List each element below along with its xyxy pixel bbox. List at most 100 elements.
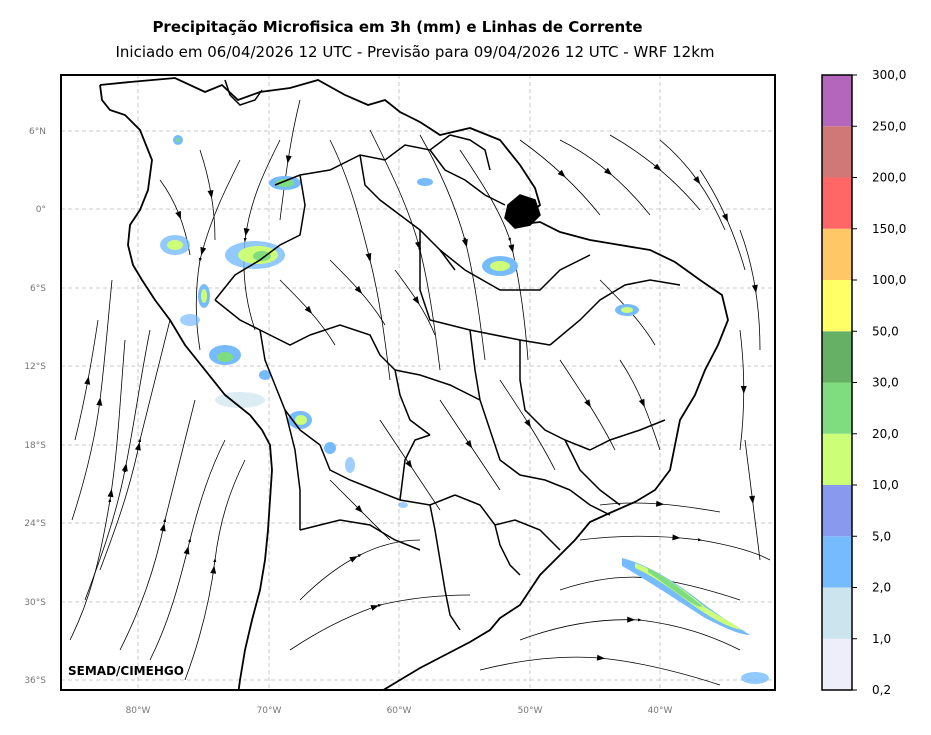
streamline-arrow [304,305,313,314]
streamline [459,149,529,361]
lon-tick-label: 70°W [257,706,282,716]
streamline-arrow [355,505,363,513]
streamline-arrow [584,399,591,408]
precip-amazon-west [160,135,312,429]
streamline [579,535,771,561]
streamline-arrow [285,155,292,164]
streamline-arrow [370,605,379,611]
colorbar-segment [822,75,852,127]
streamline [243,139,281,331]
streamline-arrow [412,296,420,305]
map-title: Precipitação Microfisica em 3h (mm) e Li… [152,18,643,36]
colorbar-segment [822,587,852,639]
streamline-arrow [656,500,665,507]
colorbar-segment [822,382,852,434]
streamline-arrow [183,546,190,555]
map-panel [61,75,775,690]
lat-tick-label: 24°S [24,519,46,529]
streamline [299,539,421,601]
streamline-arrow [134,442,141,451]
streamline-arrow [121,463,128,472]
colorbar-segment [822,280,852,332]
map-subtitle: Iniciado em 06/04/2026 12 UTC - Previsão… [115,43,715,61]
streamline-arrow [721,213,728,222]
colorbar-label: 150,0 [872,222,906,236]
streamline [519,618,741,651]
colorbar-segment [822,228,852,280]
lat-tick-label: 36°S [24,676,46,686]
streamline-arrow [96,397,103,406]
lat-tick-label: 6°N [29,127,46,137]
precip-amazon-east [324,178,639,508]
streamline-arrow [365,252,372,262]
streamline-arrow [210,565,217,574]
lon-tick-label: 40°W [648,706,673,716]
streamline [99,319,171,571]
streamline-arrow [751,284,758,294]
streamline-arrow [159,523,166,532]
colorbar: 0,2 1,0 2,0 5,0 10,0 20,0 30,0 50,0 100,0 150,0 20… [821,68,906,697]
streamline [149,439,226,661]
streamline [119,399,196,651]
colorbar-label: 30,0 [872,376,899,390]
streamline [184,459,246,681]
credit-label: SEMAD/CIMEHGO [68,664,184,678]
streamline-arrow [604,167,613,176]
colorbar-label: 200,0 [872,171,906,185]
colorbar-segment [822,638,852,690]
streamline-arrow [653,163,662,172]
streamline-arrow [354,285,363,294]
streamline [559,139,651,216]
streamline [519,139,601,216]
colorbar-segment [822,485,852,537]
streamline-arrow [508,244,515,253]
colorbar-label: 300,0 [872,68,906,82]
colorbar-label: 50,0 [872,324,899,338]
streamline-arrow [243,228,250,237]
streamline-arrow [672,534,681,541]
coastline-borders [99,77,729,690]
streamline-arrow [693,176,701,185]
lat-tick-label: 18°S [24,441,46,451]
lat-tick-label: 12°S [24,362,46,372]
lon-tick-label: 60°W [387,706,412,716]
latitude-labels: 6°N 0° 6°S 12°S 18°S 24°S 30°S 36°S [24,127,46,686]
colorbar-label: 1,0 [872,632,891,646]
lat-tick-label: 6°S [30,284,46,294]
colorbar-label: 10,0 [872,478,899,492]
streamline-arrow [107,488,114,498]
colorbar-label: 0,2 [872,683,891,697]
colorbar-segment [822,536,852,588]
streamline-arrow [749,495,755,504]
colorbar-segment [822,331,852,383]
colorbar-label: 2,0 [872,581,891,595]
colorbar-label: 100,0 [872,273,906,287]
streamline-arrow [349,556,358,563]
streamline-arrow [596,654,606,661]
colorbar-label: 5,0 [872,529,891,543]
map-frame [60,74,776,691]
colorbar-label: 20,0 [872,427,899,441]
streamline-arrow [207,189,214,199]
streamline-arrow [465,440,473,449]
colorbar-segment [822,126,852,178]
lat-tick-label: 0° [36,205,46,215]
longitude-labels: 80°W 70°W 60°W 50°W 40°W [126,706,673,716]
precipitation-areas [160,135,769,684]
precip-atlantic-band [622,558,769,684]
streamline-arrow [462,238,468,248]
lon-tick-label: 80°W [126,706,151,716]
streamline-arrow [84,376,91,385]
lat-tick-label: 30°S [24,598,46,608]
colorbar-label: 250,0 [872,119,906,133]
streamline-arrow [627,616,636,623]
streamline-arrow [524,419,531,428]
streamline-arrow [175,210,181,220]
streamline [69,339,126,641]
streamline-arrow [740,385,747,394]
streamline-arrow [557,169,566,178]
colorbar-segment [822,177,852,229]
colorbar-segment [822,433,852,485]
streamline-arrow [405,460,413,469]
